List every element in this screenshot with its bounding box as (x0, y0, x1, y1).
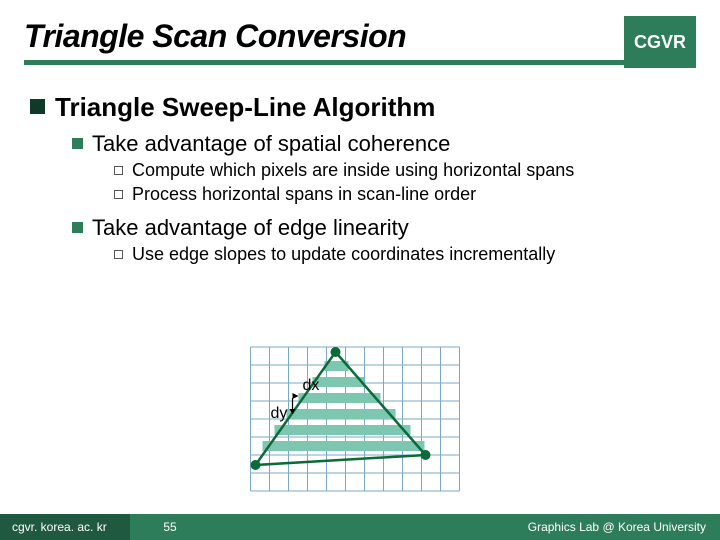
h3-text: Compute which pixels are inside using ho… (132, 160, 574, 181)
square-bullet-icon (30, 99, 45, 114)
bullet-level3: Process horizontal spans in scan-line or… (114, 184, 696, 205)
square-bullet-icon (72, 138, 83, 149)
square-bullet-icon (72, 222, 83, 233)
logo-text: CGVR (634, 32, 686, 53)
footer-url: cgvr. korea. ac. kr (0, 514, 130, 540)
footer-slide-number: 55 (130, 520, 210, 534)
box-bullet-icon (114, 190, 123, 199)
h3-text: Process horizontal spans in scan-line or… (132, 184, 476, 205)
logo-box: CGVR (624, 16, 696, 68)
bullet-level3: Compute which pixels are inside using ho… (114, 160, 696, 181)
title-underline (24, 60, 628, 65)
box-bullet-icon (114, 250, 123, 259)
bullet-level1: Triangle Sweep-Line Algorithm (30, 92, 696, 123)
svg-text:dy: dy (271, 405, 288, 422)
box-bullet-icon (114, 166, 123, 175)
content-area: Triangle Sweep-Line Algorithm Take advan… (30, 92, 696, 265)
h2-text: Take advantage of edge linearity (92, 215, 409, 241)
h3-text: Use edge slopes to update coordinates in… (132, 244, 555, 265)
footer-credit: Graphics Lab @ Korea University (528, 520, 720, 534)
diagram-svg: dydx (250, 342, 460, 492)
svg-text:dx: dx (303, 377, 320, 394)
bullet-level3: Use edge slopes to update coordinates in… (114, 244, 696, 265)
h1-text: Triangle Sweep-Line Algorithm (55, 92, 435, 123)
triangle-diagram: dydx (250, 342, 460, 492)
footer-bar: cgvr. korea. ac. kr 55 Graphics Lab @ Ko… (0, 514, 720, 540)
h2-text: Take advantage of spatial coherence (92, 131, 450, 157)
bullet-level2: Take advantage of spatial coherence (72, 131, 696, 157)
slide-title: Triangle Scan Conversion (24, 18, 696, 55)
bullet-level2: Take advantage of edge linearity (72, 215, 696, 241)
